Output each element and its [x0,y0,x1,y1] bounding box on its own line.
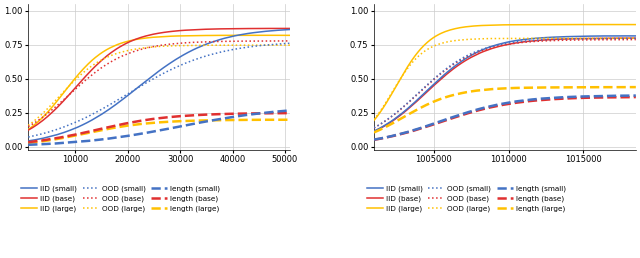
Legend: IID (small), IID (base), IID (large), OOD (small), OOD (base), OOD (large), leng: IID (small), IID (base), IID (large), OO… [21,185,220,212]
Legend: IID (small), IID (base), IID (large), OOD (small), OOD (base), OOD (large), leng: IID (small), IID (base), IID (large), OO… [367,185,566,212]
